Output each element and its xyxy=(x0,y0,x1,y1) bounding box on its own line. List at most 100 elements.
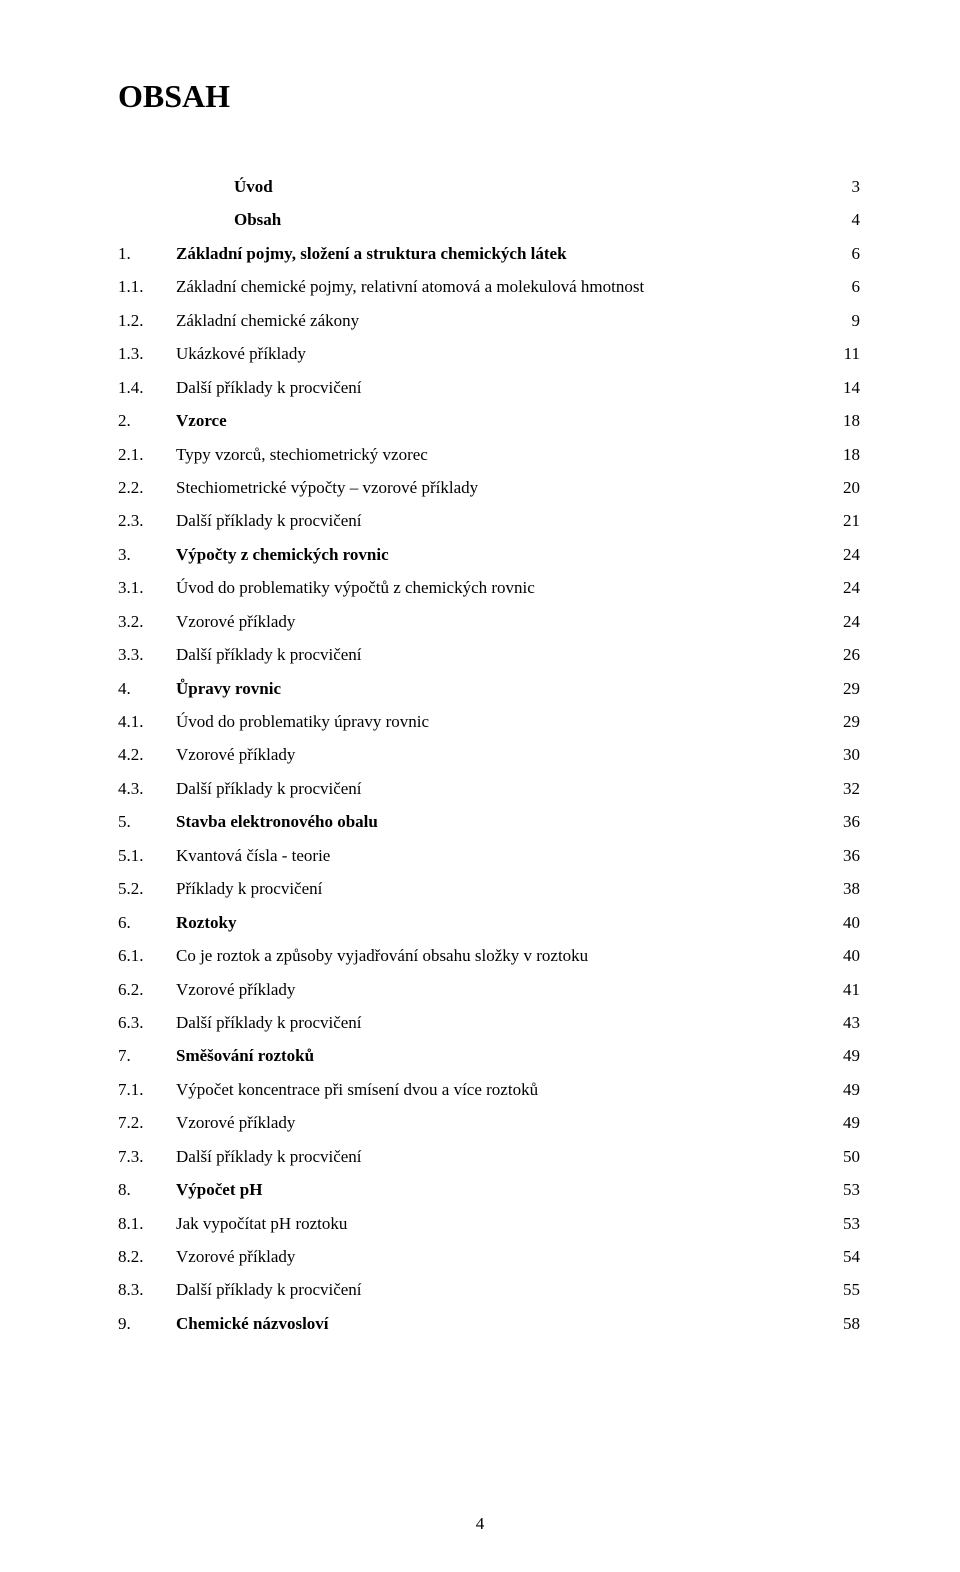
toc-entry-label: Vzorové příklady xyxy=(176,1241,830,1272)
toc-entry-page: 4 xyxy=(830,204,860,235)
toc-entry: 7.1.Výpočet koncentrace při smísení dvou… xyxy=(118,1074,860,1105)
toc-entry-page: 49 xyxy=(830,1107,860,1138)
toc-entry-label: Jak vypočítat pH roztoku xyxy=(176,1208,830,1239)
toc-entry-number: 4. xyxy=(118,673,176,704)
toc-entry-label: Vzorové příklady xyxy=(176,1107,830,1138)
toc-entry-label: Další příklady k procvičení xyxy=(176,1141,830,1172)
toc-entry-number: 1.4. xyxy=(118,372,176,403)
toc-entry-number: 3.2. xyxy=(118,606,176,637)
toc-entry: 3.Výpočty z chemických rovnic24 xyxy=(118,539,860,570)
toc-entry-label: Výpočty z chemických rovnic xyxy=(176,539,830,570)
toc-entry-number: 7.2. xyxy=(118,1107,176,1138)
toc-entry-page: 53 xyxy=(830,1174,860,1205)
toc-entry: 6.3.Další příklady k procvičení43 xyxy=(118,1007,860,1038)
toc-entry-label: Ůpravy rovnic xyxy=(176,673,830,704)
toc-entry-number: 4.3. xyxy=(118,773,176,804)
toc-entry-label: Výpočet koncentrace při smísení dvou a v… xyxy=(176,1074,830,1105)
toc-entry-number: 7.3. xyxy=(118,1141,176,1172)
toc-entry-label: Roztoky xyxy=(176,907,830,938)
toc-entry-label: Typy vzorců, stechiometrický vzorec xyxy=(176,439,830,470)
toc-entry-page: 20 xyxy=(830,472,860,503)
toc-entry-number: 8.1. xyxy=(118,1208,176,1239)
toc-entry: 3.2.Vzorové příklady24 xyxy=(118,606,860,637)
toc-entry-number: 1. xyxy=(118,238,176,269)
toc-entry-page: 24 xyxy=(830,606,860,637)
toc-entry-label: Vzorce xyxy=(176,405,830,436)
toc-entry: 3.1.Úvod do problematiky výpočtů z chemi… xyxy=(118,572,860,603)
toc-entry-number: 3.3. xyxy=(118,639,176,670)
toc-entry-page: 9 xyxy=(830,305,860,336)
toc-entry-number: 4.2. xyxy=(118,739,176,770)
toc-entry-number: 6.3. xyxy=(118,1007,176,1038)
toc-entry-page: 53 xyxy=(830,1208,860,1239)
toc-entry-label: Další příklady k procvičení xyxy=(176,639,830,670)
toc-entry-label: Kvantová čísla - teorie xyxy=(176,840,830,871)
toc-entry-page: 18 xyxy=(830,439,860,470)
toc-entry-page: 38 xyxy=(830,873,860,904)
toc-entry-label: Úvod do problematiky úpravy rovnic xyxy=(176,706,830,737)
toc-entry: 3.3.Další příklady k procvičení26 xyxy=(118,639,860,670)
toc-entry: 5.2.Příklady k procvičení38 xyxy=(118,873,860,904)
toc-entry: 1.2.Základní chemické zákony9 xyxy=(118,305,860,336)
toc-entry-label: Směšování roztoků xyxy=(176,1040,830,1071)
toc-entry: 2.1.Typy vzorců, stechiometrický vzorec1… xyxy=(118,439,860,470)
toc-entry-number: 7.1. xyxy=(118,1074,176,1105)
toc-entry-number: 1.1. xyxy=(118,271,176,302)
toc-entry: 5.Stavba elektronového obalu36 xyxy=(118,806,860,837)
toc-entry-label: Další příklady k procvičení xyxy=(176,1007,830,1038)
toc-entry-number: 5.2. xyxy=(118,873,176,904)
document-page: OBSAH Úvod3Obsah41.Základní pojmy, slože… xyxy=(0,0,960,1572)
toc-entry-page: 21 xyxy=(830,505,860,536)
toc-entry: 6.Roztoky40 xyxy=(118,907,860,938)
toc-entry: 7.Směšování roztoků49 xyxy=(118,1040,860,1071)
toc-entry-page: 29 xyxy=(830,673,860,704)
toc-entry-label: Další příklady k procvičení xyxy=(176,505,830,536)
toc-entry-number: 8.3. xyxy=(118,1274,176,1305)
toc-entry-number: 1.3. xyxy=(118,338,176,369)
toc-entry-number: 9. xyxy=(118,1308,176,1339)
toc-entry: 2.Vzorce18 xyxy=(118,405,860,436)
toc-entry-number: 2.3. xyxy=(118,505,176,536)
toc-entry-number: 4.1. xyxy=(118,706,176,737)
toc-entry-page: 58 xyxy=(830,1308,860,1339)
toc-entry: 6.1.Co je roztok a způsoby vyjadřování o… xyxy=(118,940,860,971)
toc-entry-number: 2.2. xyxy=(118,472,176,503)
toc-entry-label: Chemické názvosloví xyxy=(176,1308,830,1339)
toc-entry-label: Další příklady k procvičení xyxy=(176,372,830,403)
toc-entry-label: Další příklady k procvičení xyxy=(176,773,830,804)
page-number: 4 xyxy=(0,1514,960,1534)
toc-entry-label: Úvod xyxy=(234,171,830,202)
toc-entry-number: 5. xyxy=(118,806,176,837)
toc-entry: 8.2.Vzorové příklady54 xyxy=(118,1241,860,1272)
toc-entry-number: 2. xyxy=(118,405,176,436)
toc-entry: 8.3.Další příklady k procvičení55 xyxy=(118,1274,860,1305)
toc-entry-number: 1.2. xyxy=(118,305,176,336)
toc-entry-page: 36 xyxy=(830,840,860,871)
toc-entry: 4.Ůpravy rovnic29 xyxy=(118,673,860,704)
toc-entry: Úvod3 xyxy=(118,171,860,202)
toc-entry-page: 29 xyxy=(830,706,860,737)
table-of-contents: Úvod3Obsah41.Základní pojmy, složení a s… xyxy=(118,171,860,1339)
toc-entry-number: 8.2. xyxy=(118,1241,176,1272)
toc-entry-label: Co je roztok a způsoby vyjadřování obsah… xyxy=(176,940,830,971)
toc-entry-page: 49 xyxy=(830,1040,860,1071)
toc-entry: 9.Chemické názvosloví58 xyxy=(118,1308,860,1339)
toc-entry: 1.1.Základní chemické pojmy, relativní a… xyxy=(118,271,860,302)
toc-entry-label: Obsah xyxy=(234,204,830,235)
toc-entry: 8.1.Jak vypočítat pH roztoku53 xyxy=(118,1208,860,1239)
toc-entry-number: 7. xyxy=(118,1040,176,1071)
toc-entry-number: 6.2. xyxy=(118,974,176,1005)
toc-entry-label: Vzorové příklady xyxy=(176,606,830,637)
toc-entry: 4.2.Vzorové příklady30 xyxy=(118,739,860,770)
toc-entry-page: 14 xyxy=(830,372,860,403)
toc-entry-page: 3 xyxy=(830,171,860,202)
toc-entry-page: 32 xyxy=(830,773,860,804)
toc-entry-page: 6 xyxy=(830,238,860,269)
toc-entry-page: 55 xyxy=(830,1274,860,1305)
toc-entry: 4.1.Úvod do problematiky úpravy rovnic29 xyxy=(118,706,860,737)
toc-entry-page: 43 xyxy=(830,1007,860,1038)
toc-entry-page: 11 xyxy=(830,338,860,369)
toc-entry-number: 6.1. xyxy=(118,940,176,971)
toc-entry: 6.2.Vzorové příklady41 xyxy=(118,974,860,1005)
toc-entry-label: Základní chemické zákony xyxy=(176,305,830,336)
